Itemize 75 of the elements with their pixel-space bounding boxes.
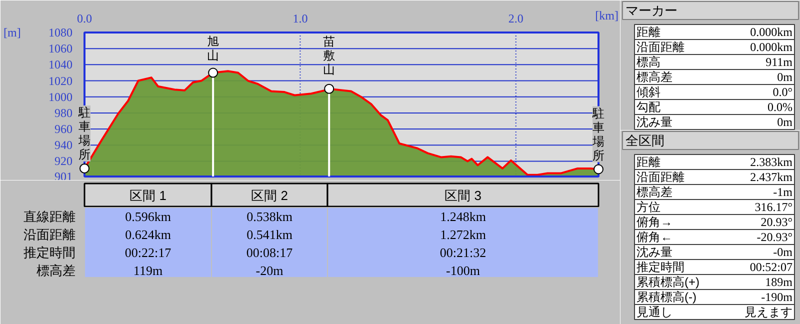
text: 0.000km [750, 40, 794, 54]
text: 2.437km [750, 170, 794, 184]
x-tick-label: 1.0 [292, 12, 308, 26]
text: 00:08:17 [246, 245, 294, 260]
y-tick-label: 1060 [48, 42, 72, 56]
text: 距離 [636, 155, 660, 169]
text: 標高差 [36, 263, 76, 278]
text: -20m [256, 263, 284, 278]
text: 0.624km [125, 227, 171, 242]
text: 見通し [636, 305, 672, 319]
text: 累積標高(+) [636, 275, 700, 289]
y-tick-label: 1080 [48, 26, 72, 40]
text: 0.596km [125, 209, 171, 224]
category-label: 区間 2 [251, 188, 288, 203]
y-tick-label: 980 [54, 106, 72, 120]
text: 沈み量 [636, 115, 672, 129]
text: -100m [446, 263, 480, 278]
text: -1m [773, 185, 794, 199]
text: 1.272km [440, 227, 486, 242]
text: 00:52:07 [750, 260, 793, 274]
y-tick-label: 960 [54, 122, 72, 136]
y-tick-label: 1020 [48, 74, 72, 88]
text: 俯角→ [636, 215, 672, 229]
x-tick-label: 0.0 [77, 12, 92, 26]
y-tick-label: 1000 [48, 90, 72, 104]
text: 0m [777, 70, 794, 84]
text: 方位 [636, 200, 660, 214]
text: 00:21:32 [440, 245, 486, 260]
text: 沿面距離 [636, 40, 684, 54]
text: 2.383km [750, 155, 794, 169]
x-tick-label: 2.0 [508, 12, 524, 26]
x-axis-title: [km] [595, 8, 619, 22]
text: 0m [777, 115, 794, 129]
text: 911m [766, 55, 794, 69]
text: 189m [765, 275, 794, 289]
y-tick-label: 920 [54, 154, 72, 168]
text: 推定時間 [24, 245, 76, 260]
text: 全区間 [626, 133, 664, 148]
text: 標高差 [636, 70, 672, 84]
category-label: 区間 3 [444, 188, 482, 203]
text: 沈み量 [636, 245, 672, 259]
text: -20.93° [756, 230, 793, 244]
annotation: 駐車場所 [592, 106, 604, 162]
text: 勾配 [636, 100, 660, 114]
text: 沿面距離 [636, 170, 684, 184]
text: 沿面距離 [24, 227, 76, 242]
text: 119m [133, 263, 163, 278]
y-axis-title: [m] [4, 26, 21, 40]
annotation: 旭山 [207, 34, 220, 62]
text: 0.538km [246, 209, 292, 224]
annotation: 駐車場所 [78, 105, 90, 162]
text: 推定時間 [636, 260, 684, 274]
y-tick-label: 1040 [48, 58, 72, 72]
text: 傾斜 [636, 85, 660, 99]
text: 1.248km [440, 209, 486, 224]
text: 00:22:17 [124, 245, 172, 260]
text: 見えます [744, 305, 792, 319]
text: 0.0% [768, 100, 793, 114]
text: 累積標高(-) [636, 290, 696, 304]
text: 316.17° [754, 200, 793, 214]
text: 直線距離 [24, 209, 76, 224]
text: 0.000km [750, 25, 794, 39]
text: 標高 [636, 55, 660, 69]
text: 0.541km [246, 227, 292, 242]
text: 標高差 [636, 185, 672, 199]
text: 俯角← [636, 230, 672, 244]
text: マーカー [626, 3, 678, 18]
category-label: 区間 1 [130, 188, 166, 203]
y-tick-label: 940 [54, 138, 72, 152]
text: -0m [773, 245, 794, 259]
text: 20.93° [760, 215, 793, 229]
text: -190m [761, 290, 794, 304]
text: 距離 [636, 25, 660, 39]
annotation: 苗敷山 [323, 34, 336, 76]
text: 0.0° [772, 85, 793, 99]
